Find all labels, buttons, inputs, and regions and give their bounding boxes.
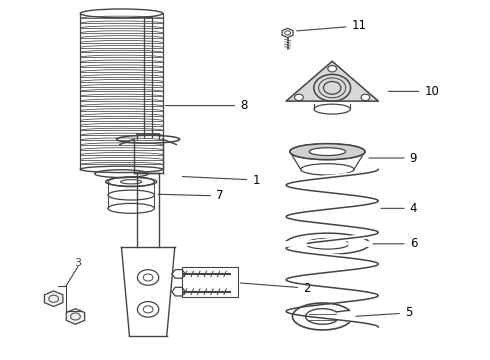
Text: 2: 2: [241, 282, 311, 294]
Text: 7: 7: [158, 189, 223, 202]
Text: 6: 6: [371, 237, 417, 250]
Polygon shape: [286, 61, 378, 101]
Ellipse shape: [290, 144, 365, 159]
Ellipse shape: [309, 148, 345, 156]
Text: 10: 10: [388, 85, 439, 98]
Text: 4: 4: [381, 202, 417, 215]
Text: 8: 8: [166, 99, 247, 112]
Text: 3: 3: [74, 258, 81, 268]
Circle shape: [294, 94, 303, 100]
Text: 11: 11: [297, 19, 367, 32]
Bar: [182, 267, 238, 297]
Circle shape: [328, 66, 337, 72]
Text: 1: 1: [182, 174, 260, 186]
Text: 9: 9: [369, 152, 417, 165]
Circle shape: [361, 94, 370, 100]
Text: 5: 5: [356, 306, 412, 319]
